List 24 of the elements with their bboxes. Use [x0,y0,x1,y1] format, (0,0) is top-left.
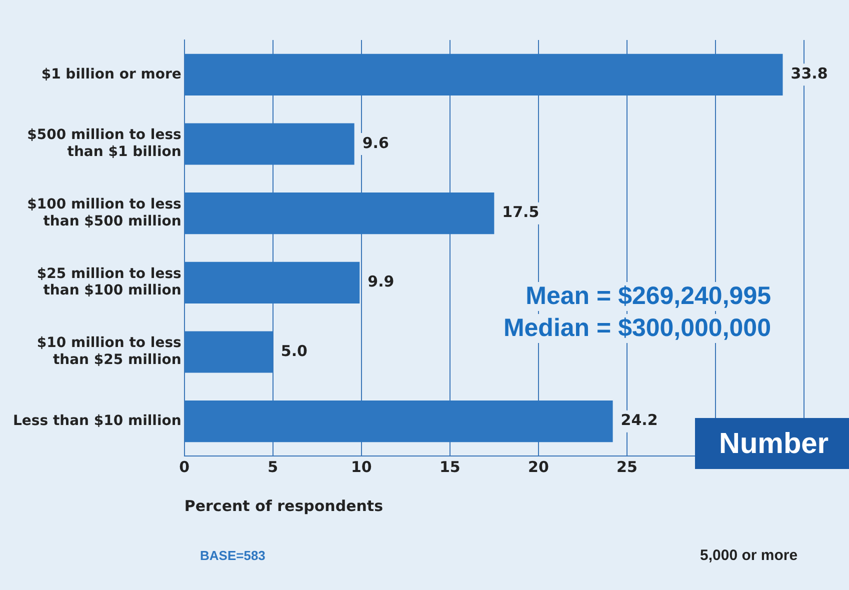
data-label: 17.5 [502,203,540,222]
x-tick-label: 15 [439,458,460,476]
annotation: Number [695,418,849,469]
y-tick-label: $25 million to less than $100 million [36,266,182,299]
x-tick-label: 25 [616,458,638,476]
annotation: Mean = $269,240,995 [522,282,775,311]
annotation: Median = $300,000,000 [499,314,775,343]
data-label: 5.0 [280,342,308,360]
x-tick-label: 5 [268,458,278,476]
data-label: 24.2 [620,411,658,430]
y-tick-label: $100 million to less than $500 million [27,196,182,230]
data-label: 33.8 [790,64,828,83]
text: BASE=583 [200,548,266,563]
y-tick-label: $1 billion or more [41,66,182,82]
data-label: 9.9 [368,272,394,291]
text: 5,000 or more [700,547,798,564]
data-label: 9.6 [362,134,389,152]
x-axis-title: Percent of respondents [184,496,384,515]
x-tick-label: 0 [179,458,190,476]
x-tick-label: 10 [350,458,372,476]
y-tick-label: $500 million to less than $1 billion [27,127,182,160]
x-tick-label: 20 [528,458,549,476]
y-tick-label: Less than $10 million [12,412,182,429]
y-tick-label: $10 million to less than $25 million [36,335,182,368]
